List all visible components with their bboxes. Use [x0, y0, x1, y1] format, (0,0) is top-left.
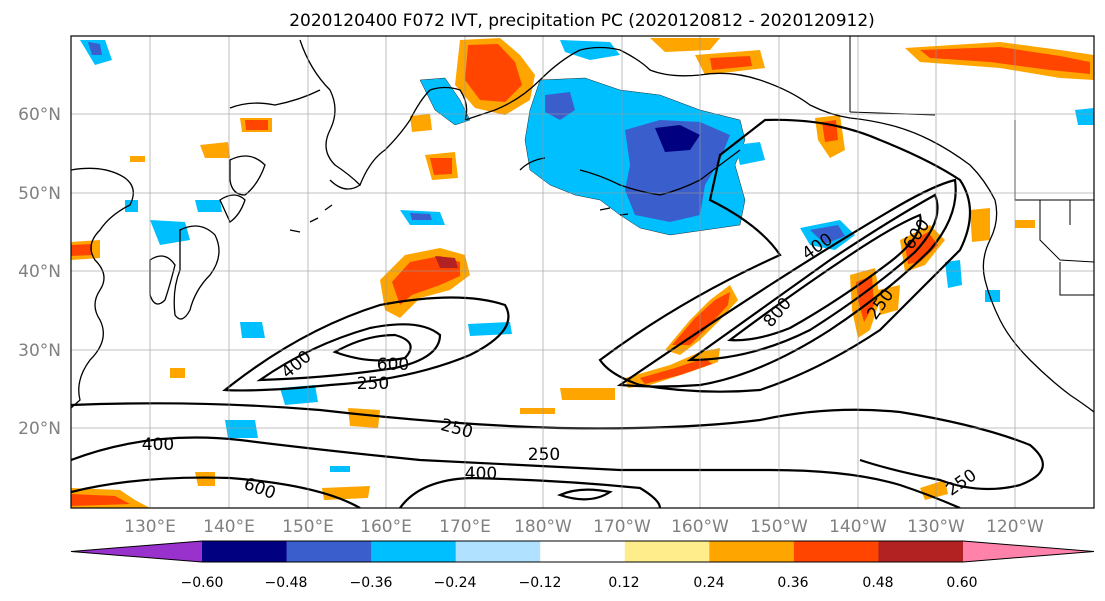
chart-title: 2020120400 F072 IVT, precipitation PC (2… [289, 11, 875, 31]
ivt-contour-west-400 [256, 323, 442, 382]
lon-label: 130°W [907, 517, 965, 537]
colorbar-tick-label: −0.60 [181, 575, 224, 591]
colorbar-segment [878, 541, 964, 562]
colorbar-tick-label: −0.36 [350, 575, 393, 591]
colorbar [70, 540, 1095, 563]
colorbar-tick-label: 0.48 [862, 575, 893, 591]
colorbar-outline [70, 540, 1095, 563]
lon-label: 170°E [439, 517, 491, 537]
ivt-contour-west-250 [222, 296, 510, 392]
longitude-labels: 130°E 140°E 150°E 160°E 170°E 180°W 170°… [124, 517, 1044, 537]
lat-label: 20°N [18, 419, 61, 439]
colorbar-tick-label: 0.12 [608, 575, 639, 591]
ivt-contour-ar-800 [727, 213, 922, 342]
ivt-contour-south-250 [71, 402, 1044, 491]
colorbar-segment [455, 541, 541, 562]
colorbar-segment [540, 541, 626, 562]
colorbar-segment [624, 541, 710, 562]
contour-label: 250 [357, 374, 389, 394]
colorbar-tick-label: 0.60 [946, 575, 977, 591]
lon-label: 160°E [360, 517, 412, 537]
coastlines [71, 39, 1094, 413]
ivt-contour-south-600 [71, 476, 361, 508]
colorbar-tick-label: −0.24 [434, 575, 477, 591]
colorbar-segment [371, 541, 457, 562]
colorbar-segment [202, 541, 288, 562]
colorbar-segment [286, 541, 372, 562]
colorbar-segment [709, 541, 795, 562]
lat-label: 30°N [18, 341, 61, 361]
lon-label: 140°W [829, 517, 887, 537]
map-panel: 400 600 250 400 250 250 400 600 400 800 … [18, 35, 1095, 537]
lon-label: 140°E [203, 517, 255, 537]
lon-label: 120°W [986, 517, 1044, 537]
colorbar-tick-label: −0.48 [265, 575, 308, 591]
lat-label: 60°N [18, 105, 61, 125]
colorbar-extend-high [963, 541, 1094, 562]
lat-label: 50°N [18, 184, 61, 204]
bering-negative-core [625, 120, 730, 222]
ivt-contour-ar-600 [686, 193, 939, 362]
contour-label: 400 [465, 464, 497, 484]
colorbar-extend-low [71, 541, 202, 562]
lat-label: 40°N [18, 262, 61, 282]
ivt-contour-west-600 [332, 333, 412, 362]
ivt-contour-ar-250 [598, 118, 971, 393]
gridlines [71, 36, 1094, 508]
colorbar-tick-label: −0.12 [519, 575, 562, 591]
contour-label: 400 [142, 435, 174, 455]
colorbar-tick-label: 0.36 [777, 575, 808, 591]
lon-label: 160°W [671, 517, 729, 537]
ivt-contours [71, 118, 1044, 508]
colorbar-tick-label: 0.24 [693, 575, 724, 591]
lon-label: 130°E [124, 517, 176, 537]
colorbar-segment [793, 541, 879, 562]
ivt-contour-south-400 [71, 436, 961, 508]
lon-label: 150°E [282, 517, 334, 537]
lon-label: 170°W [593, 517, 651, 537]
lon-label: 180°W [514, 517, 572, 537]
lon-label: 150°W [750, 517, 808, 537]
map-frame [70, 35, 1095, 509]
contour-label: 250 [528, 445, 560, 465]
latitude-labels: 60°N 50°N 40°N 30°N 20°N [18, 105, 61, 439]
colorbar-ticks: −0.60 −0.48 −0.36 −0.24 −0.12 0.12 0.24 … [181, 575, 978, 591]
precip-anomaly-fill [71, 38, 1094, 508]
contour-label: 600 [377, 355, 409, 375]
ivt-contour-ar-400 [616, 178, 957, 388]
